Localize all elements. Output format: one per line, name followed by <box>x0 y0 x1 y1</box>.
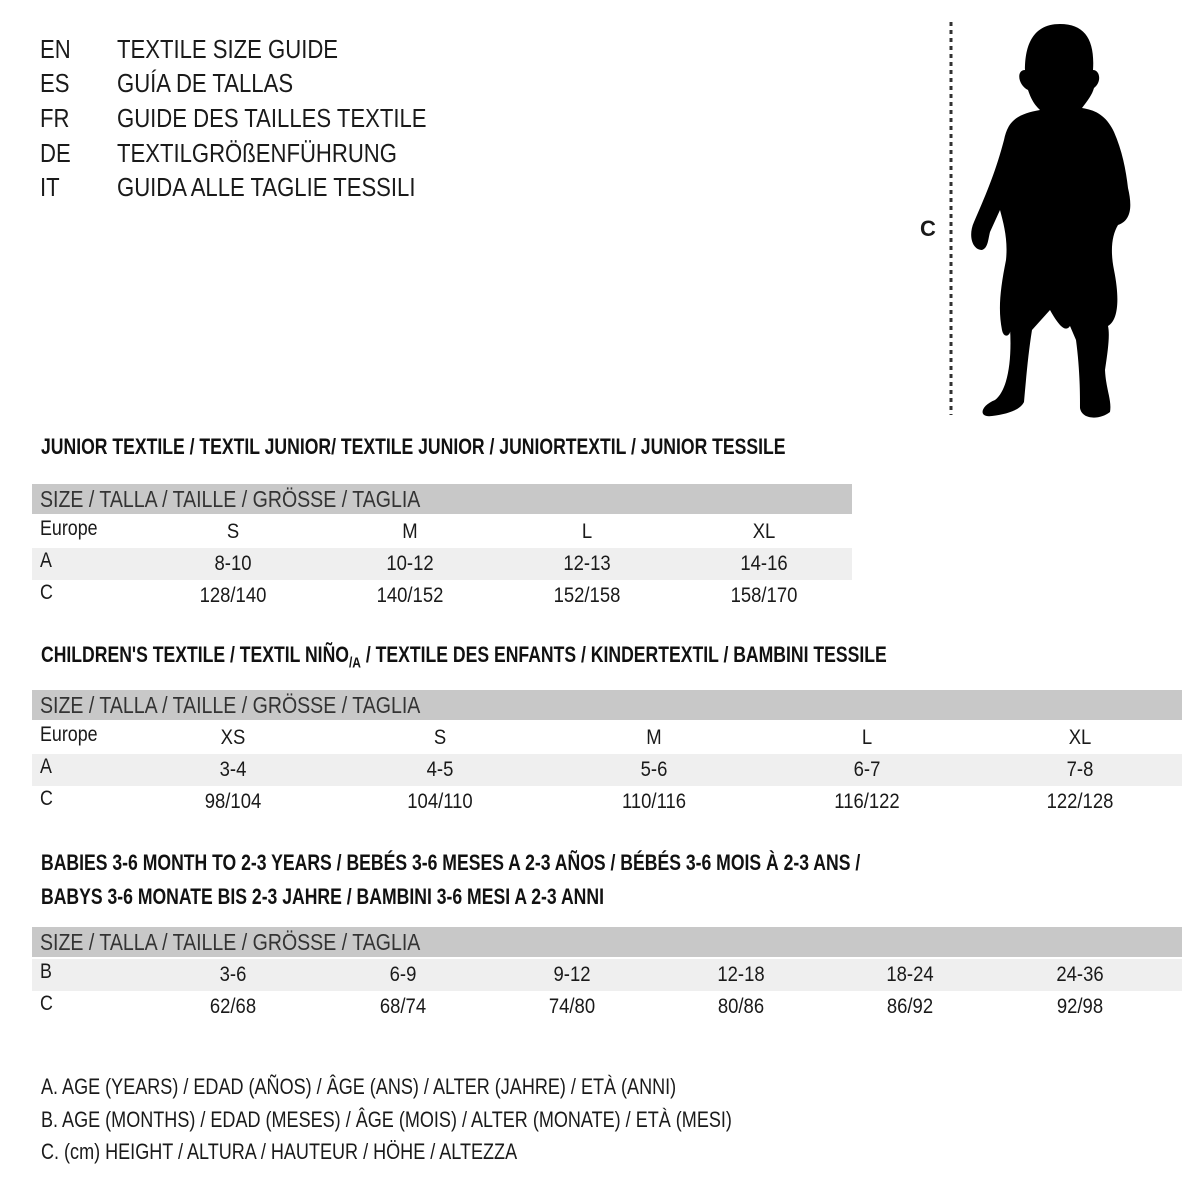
row-label: Europe <box>40 517 98 540</box>
lang-code: ES <box>40 68 70 98</box>
table-header-label: SIZE / TALLA / TAILLE / GRÖSSE / TAGLIA <box>40 692 421 718</box>
table-cell: 68/74 <box>379 995 427 1018</box>
legend-b: B. AGE (MONTHS) / EDAD (MESES) / ÂGE (MO… <box>41 1107 732 1132</box>
row-label: A <box>40 549 52 572</box>
table-cell: 4-5 <box>426 758 454 781</box>
table-row-c: C 98/104 104/110 110/116 116/122 122/128 <box>32 786 1182 818</box>
lang-code: EN <box>40 34 71 64</box>
lang-title: GUIDA ALLE TAGLIE TESSILI <box>117 172 416 202</box>
table-row-europe: Europe S M L XL <box>32 516 852 548</box>
babies-size-table: SIZE / TALLA / TAILLE / GRÖSSE / TAGLIA … <box>32 927 1182 1023</box>
height-figure: C <box>900 10 1150 430</box>
table-cell: 92/98 <box>1056 995 1104 1018</box>
table-cell: 152/158 <box>553 584 621 607</box>
table-header-label: SIZE / TALLA / TAILLE / GRÖSSE / TAGLIA <box>40 929 421 955</box>
table-cell: 110/116 <box>621 790 687 813</box>
lang-code: IT <box>40 172 60 202</box>
babies-section-title-line2: BABYS 3-6 MONATE BIS 2-3 JAHRE / BAMBINI… <box>41 884 604 909</box>
table-header-label: SIZE / TALLA / TAILLE / GRÖSSE / TAGLIA <box>40 486 421 512</box>
table-cell: 5-6 <box>640 758 668 781</box>
table-header: SIZE / TALLA / TAILLE / GRÖSSE / TAGLIA <box>32 484 852 514</box>
table-cell: 86/92 <box>886 995 934 1018</box>
table-cell: L <box>861 726 873 749</box>
table-row-b: B 3-6 6-9 9-12 12-18 18-24 24-36 <box>32 959 1182 991</box>
lang-title: GUÍA DE TALLAS <box>117 68 294 98</box>
table-cell: 3-6 <box>219 963 247 986</box>
table-cell: 80/86 <box>717 995 765 1018</box>
table-cell: 6-9 <box>389 963 417 986</box>
table-cell: M <box>646 726 662 749</box>
table-cell: 12-18 <box>717 963 765 986</box>
table-cell: M <box>402 520 418 543</box>
table-cell: 18-24 <box>886 963 934 986</box>
row-label: A <box>40 755 52 778</box>
table-row-a: A 3-4 4-5 5-6 6-7 7-8 <box>32 754 1182 786</box>
table-cell: 6-7 <box>853 758 881 781</box>
table-cell: XL <box>752 520 776 543</box>
title-part: / TEXTILE DES ENFANTS / KINDERTEXTIL / B… <box>360 642 887 667</box>
table-cell: S <box>226 520 240 543</box>
table-cell: S <box>433 726 447 749</box>
table-header: SIZE / TALLA / TAILLE / GRÖSSE / TAGLIA <box>32 690 1182 720</box>
row-label: B <box>40 960 52 983</box>
table-row-europe: Europe XS S M L XL <box>32 722 1182 754</box>
table-row-a: A 8-10 10-12 12-13 14-16 <box>32 548 852 580</box>
measure-label: C <box>920 216 936 241</box>
row-label: C <box>40 787 53 810</box>
babies-section-title-line1: BABIES 3-6 MONTH TO 2-3 YEARS / BEBÉS 3-… <box>41 850 861 875</box>
table-row-c: C 128/140 140/152 152/158 158/170 <box>32 580 852 612</box>
lang-code: FR <box>40 103 70 133</box>
lang-code: DE <box>40 138 71 168</box>
table-cell: 12-13 <box>563 552 611 575</box>
table-cell: 116/122 <box>834 790 900 813</box>
lang-title: GUIDE DES TAILLES TEXTILE <box>117 103 427 133</box>
table-header: SIZE / TALLA / TAILLE / GRÖSSE / TAGLIA <box>32 927 1182 957</box>
table-cell: 140/152 <box>376 584 444 607</box>
table-cell: 98/104 <box>204 790 262 813</box>
table-cell: 128/140 <box>199 584 267 607</box>
table-cell: 104/110 <box>407 790 473 813</box>
children-section-title: CHILDREN'S TEXTILE / TEXTIL NIÑO/A / TEX… <box>41 642 887 671</box>
table-cell: XL <box>1068 726 1092 749</box>
table-cell: 14-16 <box>740 552 788 575</box>
table-cell: 9-12 <box>553 963 591 986</box>
table-cell: 8-10 <box>214 552 252 575</box>
table-cell: L <box>581 520 593 543</box>
children-size-table: SIZE / TALLA / TAILLE / GRÖSSE / TAGLIA … <box>32 690 1182 818</box>
junior-size-table: SIZE / TALLA / TAILLE / GRÖSSE / TAGLIA … <box>32 484 852 612</box>
table-cell: 10-12 <box>386 552 434 575</box>
row-label: C <box>40 581 53 604</box>
table-cell: 122/128 <box>1046 790 1114 813</box>
lang-title: TEXTILGRÖßENFÜHRUNG <box>117 138 397 168</box>
table-row-c: C 62/68 68/74 74/80 80/86 86/92 92/98 <box>32 991 1182 1023</box>
table-cell: 74/80 <box>548 995 596 1018</box>
table-cell: 158/170 <box>730 584 798 607</box>
table-cell: 7-8 <box>1066 758 1094 781</box>
row-label: Europe <box>40 723 98 746</box>
junior-section-title: JUNIOR TEXTILE / TEXTIL JUNIOR/ TEXTILE … <box>41 434 786 459</box>
table-cell: XS <box>220 726 246 749</box>
row-label: C <box>40 992 53 1015</box>
legend-c: C. (cm) HEIGHT / ALTURA / HAUTEUR / HÖHE… <box>41 1139 518 1164</box>
title-subscript: /A <box>348 654 361 672</box>
legend-a: A. AGE (YEARS) / EDAD (AÑOS) / ÂGE (ANS)… <box>41 1074 677 1099</box>
lang-title: TEXTILE SIZE GUIDE <box>117 34 339 64</box>
table-cell: 3-4 <box>219 758 247 781</box>
child-silhouette-icon <box>971 24 1131 418</box>
measure-line-icon <box>949 22 953 415</box>
title-part: CHILDREN'S TEXTILE / TEXTIL NIÑO <box>41 642 349 667</box>
table-cell: 24-36 <box>1056 963 1104 986</box>
table-cell: 62/68 <box>209 995 257 1018</box>
